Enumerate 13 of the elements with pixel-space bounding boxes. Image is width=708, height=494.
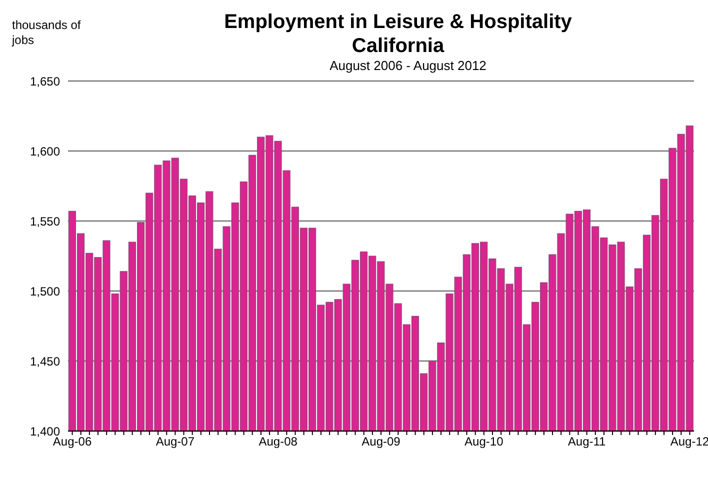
x-tick-label: Aug-07 (156, 434, 195, 449)
x-tick-label: Aug-08 (258, 434, 298, 449)
y-tick-label: 1,450 (30, 354, 60, 368)
y-tick-label: 1,500 (30, 284, 60, 298)
y-tick-label: 1,650 (30, 74, 60, 88)
chart-subtitle: August 2006 - August 2012 (328, 58, 488, 73)
chart-title: Employment in Leisure & Hospitality California (223, 10, 573, 58)
x-tick-label: Aug-10 (464, 434, 504, 449)
y-tick-label: 1,600 (30, 144, 60, 158)
x-tick-label: Aug-11 (568, 434, 606, 449)
y-tick-label: 1,550 (30, 214, 60, 228)
y-axis-title: thousands of jobs (12, 18, 82, 48)
x-tick-label: Aug-09 (362, 434, 401, 449)
